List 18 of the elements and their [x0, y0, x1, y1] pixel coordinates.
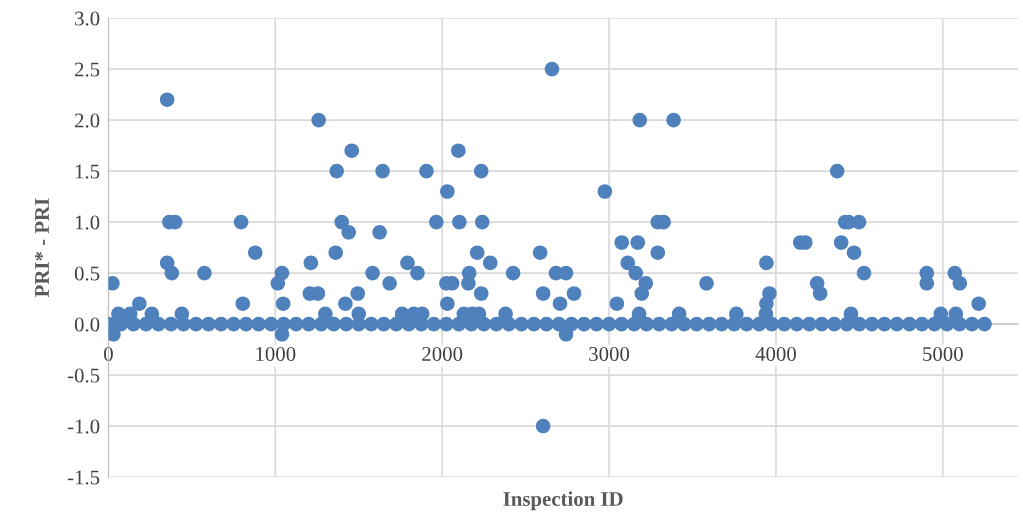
- y-tick-label: 2.5: [74, 62, 100, 77]
- y-tick-label: 0.0: [74, 317, 100, 332]
- x-axis-title: Inspection ID: [503, 491, 623, 511]
- x-tick-label: 4000: [755, 346, 796, 361]
- y-tick-label: -1.0: [67, 419, 100, 434]
- y-axis-title: PRI* - PRI: [35, 198, 49, 298]
- x-tick-label: 3000: [589, 346, 630, 361]
- x-tick-label: 0: [104, 346, 113, 361]
- y-tick-label: 1.5: [75, 164, 100, 179]
- y-tick-label: 1.0: [75, 215, 100, 230]
- y-tick-label: -0.5: [67, 368, 100, 383]
- y-tick-label: -1.5: [67, 470, 100, 485]
- y-tick-label: 0.5: [74, 266, 100, 281]
- x-tick-label: 2000: [422, 346, 463, 361]
- y-tick-label: 2.0: [74, 113, 100, 128]
- x-tick-label: 1000: [256, 346, 296, 361]
- y-tick-label: 3.0: [75, 11, 100, 26]
- x-tick-label: 5000: [923, 346, 963, 361]
